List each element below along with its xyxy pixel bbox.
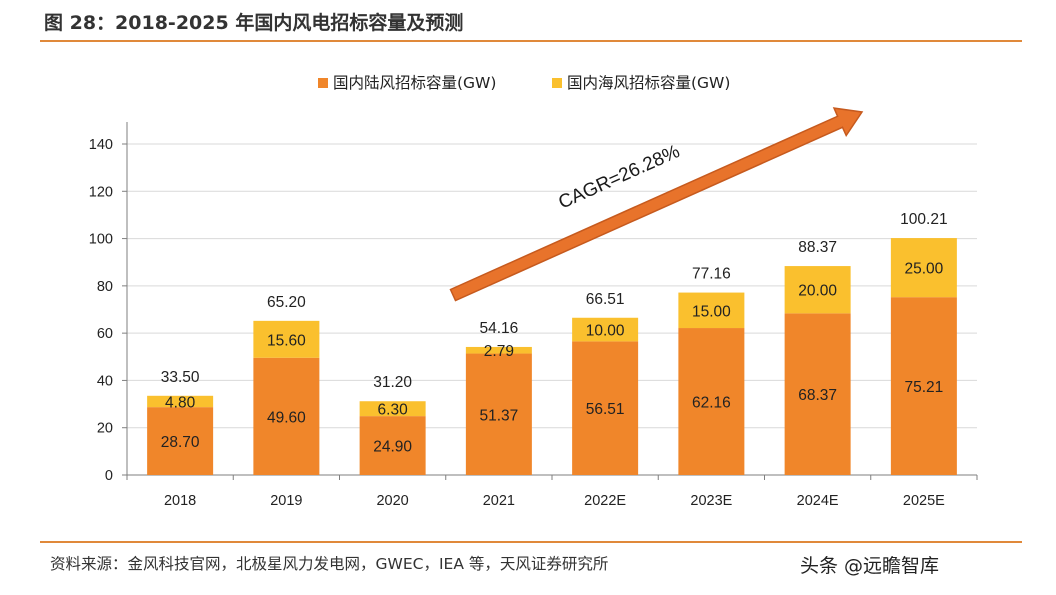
growth-arrow: [449, 107, 864, 302]
watermark: 头条 @远瞻智库: [800, 555, 940, 577]
legend-label-offshore: 国内海风招标容量(GW): [567, 74, 730, 92]
data-label-offshore: 2.79: [484, 343, 514, 360]
data-label-offshore: 25.00: [904, 261, 943, 278]
bar-offshore: [678, 292, 745, 329]
total-label: 31.20: [373, 374, 412, 391]
bar-offshore: [784, 266, 851, 314]
source-note: 资料来源：金风科技官网，北极星风力发电网，GWEC，IEA 等，天风证券研究所: [50, 555, 609, 573]
x-tick-label: 2018: [164, 493, 196, 509]
data-label-offshore: 15.00: [692, 303, 731, 320]
total-label: 77.16: [692, 266, 731, 283]
y-tick-label: 20: [97, 421, 113, 437]
bar-onshore: [359, 416, 426, 475]
data-label-offshore: 4.80: [165, 394, 196, 411]
data-label-offshore: 15.60: [267, 332, 306, 349]
data-label-onshore: 75.21: [904, 379, 943, 396]
bottom-divider: [40, 541, 1022, 543]
stacked-bar-chart: 0 20 40 60 80 100 120 140 28.70 4.80 33.50 2018 49.6…: [89, 74, 978, 509]
bar-offshore: [147, 395, 214, 408]
data-label-onshore: 62.16: [692, 395, 731, 412]
bar-offshore: [253, 320, 320, 358]
x-tick-label: 2022E: [584, 493, 626, 509]
x-tick-label: 2020: [376, 493, 408, 509]
bar-onshore: [147, 407, 214, 475]
bar-offshore: [572, 317, 639, 342]
bar-offshore: [359, 401, 426, 417]
data-label-offshore: 20.00: [798, 283, 837, 300]
bar-onshore: [465, 353, 532, 475]
figure-title: 图 28：2018-2025 年国内风电招标容量及预测: [44, 12, 464, 34]
data-label-onshore: 49.60: [267, 409, 306, 426]
data-label-onshore: 56.51: [586, 401, 625, 418]
y-tick-label: 100: [89, 232, 113, 248]
y-tick-label: 40: [97, 373, 113, 389]
data-label-offshore: 6.30: [378, 402, 409, 419]
data-label-onshore: 51.37: [479, 407, 518, 424]
data-label-onshore: 24.90: [373, 439, 412, 456]
y-tick-label: 0: [105, 468, 113, 484]
bar-offshore: [890, 238, 957, 298]
total-label: 33.50: [161, 369, 200, 386]
top-divider: [40, 40, 1022, 42]
bar-onshore: [572, 341, 639, 475]
legend-swatch-onshore: [318, 78, 328, 88]
bar-onshore: [784, 313, 851, 475]
total-label: 100.21: [900, 211, 947, 228]
y-tick-label: 120: [89, 184, 113, 200]
data-label-offshore: 10.00: [586, 323, 625, 340]
bar-onshore: [890, 297, 957, 475]
total-label: 54.16: [479, 320, 518, 337]
y-tick-label: 140: [89, 137, 113, 153]
x-tick-label: 2023E: [690, 493, 732, 509]
legend-label-onshore: 国内陆风招标容量(GW): [333, 74, 496, 92]
bar-onshore: [253, 357, 320, 475]
bar-offshore: [465, 346, 532, 354]
legend-swatch-offshore: [552, 78, 562, 88]
x-tick-label: 2025E: [903, 493, 945, 509]
x-tick-label: 2019: [270, 493, 302, 509]
y-tick-label: 80: [97, 279, 113, 295]
total-label: 88.37: [798, 239, 837, 256]
bar-onshore: [678, 328, 745, 475]
data-label-onshore: 28.70: [161, 434, 200, 451]
total-label: 65.20: [267, 294, 306, 311]
total-label: 66.51: [586, 291, 625, 308]
data-label-onshore: 68.37: [798, 387, 837, 404]
y-tick-label: 60: [97, 326, 113, 342]
x-tick-label: 2024E: [797, 493, 839, 509]
x-tick-label: 2021: [483, 493, 515, 509]
